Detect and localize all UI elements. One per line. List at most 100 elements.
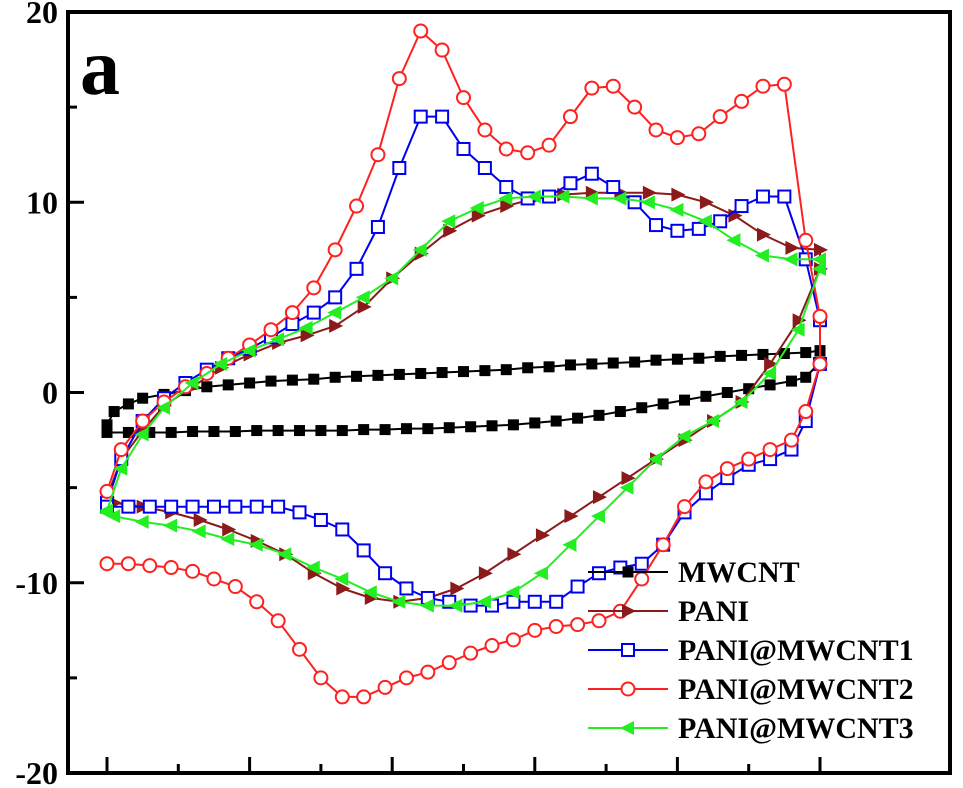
data-point-4-49 xyxy=(191,524,206,539)
data-point-1-14 xyxy=(471,208,486,223)
data-point-0-23 xyxy=(564,359,576,371)
data-point-4-5 xyxy=(213,356,228,371)
series-3 xyxy=(99,23,828,705)
data-point-3-29 xyxy=(712,109,728,125)
data-point-3-28 xyxy=(691,126,707,142)
legend-marker-1 xyxy=(622,604,636,618)
data-point-0-27 xyxy=(650,354,662,366)
data-point-2-13 xyxy=(370,219,385,234)
data-point-2-28 xyxy=(691,221,706,236)
data-point-0-9 xyxy=(265,375,277,387)
legend-label-2: PANI@MWCNT1 xyxy=(678,634,914,667)
data-point-4-50 xyxy=(163,518,178,533)
data-point-1-39 xyxy=(478,566,493,581)
data-point-0-57 xyxy=(379,424,391,436)
legend-marker-0 xyxy=(622,566,634,578)
data-point-3-56 xyxy=(377,679,393,695)
data-point-3-32 xyxy=(776,76,792,92)
data-point-2-18 xyxy=(477,161,492,176)
data-point-0-50 xyxy=(529,417,541,429)
data-point-0-65 xyxy=(208,426,220,438)
data-point-0-18 xyxy=(458,366,469,378)
data-point-2-19 xyxy=(499,180,514,195)
data-point-3-2 xyxy=(135,413,151,429)
data-point-4-6 xyxy=(241,343,256,358)
data-point-0-45 xyxy=(636,402,648,414)
data-point-3-63 xyxy=(227,579,243,595)
data-point-3-31 xyxy=(755,78,771,94)
data-point-0-38 xyxy=(785,375,797,387)
data-point-0-48 xyxy=(572,412,584,424)
data-point-0-61 xyxy=(294,425,306,437)
data-point-1-24 xyxy=(756,227,771,242)
data-point-3-68 xyxy=(120,556,136,572)
data-point-4-32 xyxy=(676,429,691,444)
legend-label-4: PANI@MWCNT3 xyxy=(678,712,914,745)
data-point-3-54 xyxy=(420,664,436,680)
data-point-3-55 xyxy=(398,670,414,686)
data-point-3-8 xyxy=(263,322,279,338)
data-point-1-38 xyxy=(507,547,522,562)
data-point-4-28 xyxy=(790,322,805,337)
data-point-3-26 xyxy=(648,122,664,138)
data-point-0-55 xyxy=(422,423,434,435)
data-point-3-35 xyxy=(812,356,828,372)
data-point-4-12 xyxy=(412,242,427,257)
legend-item-0: MWCNT xyxy=(588,556,800,589)
series-line-2 xyxy=(106,115,821,607)
data-point-2-56 xyxy=(378,566,393,581)
data-point-4-45 xyxy=(305,560,320,575)
data-point-3-58 xyxy=(334,689,350,705)
data-point-2-49 xyxy=(527,594,542,609)
data-point-0-46 xyxy=(614,406,626,418)
data-point-3-36 xyxy=(798,404,814,420)
data-point-0-25 xyxy=(607,357,619,369)
data-point-3-64 xyxy=(206,571,222,587)
data-point-4-43 xyxy=(362,585,377,600)
data-point-1-34 xyxy=(621,471,636,486)
data-point-4-8 xyxy=(298,320,313,335)
legend-label-3: PANI@MWCNT2 xyxy=(678,673,914,706)
y-tick-label-2: 0 xyxy=(42,375,58,411)
data-point-4-19 xyxy=(612,191,627,206)
data-point-2-11 xyxy=(328,290,343,305)
data-point-0-3 xyxy=(137,392,149,404)
data-point-0-43 xyxy=(679,394,691,406)
data-point-1-28 xyxy=(792,313,807,328)
data-point-3-40 xyxy=(719,461,735,477)
y-tick-label-1: 10 xyxy=(26,184,58,220)
data-point-2-66 xyxy=(164,499,179,514)
data-point-0-28 xyxy=(671,353,683,365)
data-point-0-30 xyxy=(714,350,726,362)
data-point-0-51 xyxy=(507,419,519,431)
legend-item-4: PANI@MWCNT3 xyxy=(588,712,914,745)
data-point-1-9 xyxy=(329,318,344,333)
data-point-4-48 xyxy=(220,531,235,546)
data-point-3-53 xyxy=(441,655,457,671)
data-point-2-25 xyxy=(627,195,642,210)
data-point-0-62 xyxy=(272,425,284,437)
data-point-3-19 xyxy=(498,141,514,157)
legend-item-2: PANI@MWCNT1 xyxy=(588,634,914,667)
data-point-4-4 xyxy=(184,375,199,390)
data-point-1-35 xyxy=(592,490,607,505)
data-point-3-51 xyxy=(484,638,500,654)
data-point-4-31 xyxy=(705,414,720,429)
data-point-2-62 xyxy=(249,499,264,514)
data-point-1-29 xyxy=(764,356,779,371)
data-point-3-17 xyxy=(456,90,471,106)
y-tick-label-4: -20 xyxy=(15,755,58,788)
data-point-0-33 xyxy=(778,347,790,359)
data-point-3-57 xyxy=(356,689,372,705)
data-point-3-38 xyxy=(762,442,778,458)
data-point-4-2 xyxy=(134,427,149,442)
data-point-4-11 xyxy=(384,271,399,286)
data-point-4-9 xyxy=(327,305,342,320)
data-point-0-20 xyxy=(500,364,512,376)
data-point-3-21 xyxy=(541,137,557,153)
series-0 xyxy=(101,345,826,438)
data-point-4-30 xyxy=(733,395,748,410)
data-point-0-16 xyxy=(415,367,427,379)
data-point-0-37 xyxy=(800,371,812,383)
series-line-3 xyxy=(106,30,821,698)
